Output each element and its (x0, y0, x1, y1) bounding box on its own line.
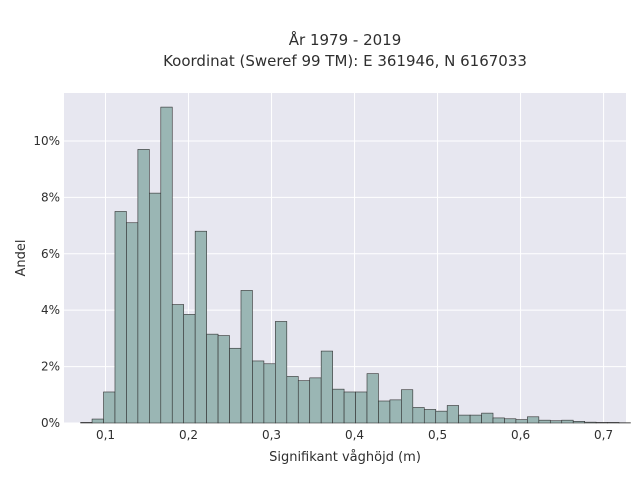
histogram-bar (332, 388, 345, 424)
histogram-bar (572, 421, 585, 424)
histogram-bar (183, 314, 196, 424)
histogram-bar (91, 418, 104, 424)
histogram-bar (527, 416, 540, 424)
histogram-bar (355, 391, 368, 424)
histogram-bar (137, 149, 150, 424)
histogram-bar (435, 410, 448, 424)
histogram-bar (240, 290, 253, 424)
histogram-bar (504, 418, 517, 424)
histogram-bar (252, 360, 265, 424)
histogram-bar (149, 192, 162, 424)
histogram-bar (492, 417, 505, 424)
histogram-bar (80, 422, 93, 424)
x-tick-label: 0,1 (96, 428, 115, 442)
histogram-bar (412, 407, 425, 424)
histogram-bar (217, 335, 230, 424)
histogram-bar (263, 363, 276, 424)
histogram-bar (378, 400, 391, 424)
x-tick-label: 0,7 (594, 428, 613, 442)
x-tick-label: 0,4 (345, 428, 364, 442)
chart-title-line2: Koordinat (Sweref 99 TM): E 361946, N 61… (163, 52, 527, 70)
histogram-bar (401, 389, 414, 424)
x-tick-label: 0,2 (179, 428, 198, 442)
histogram-bar (561, 419, 574, 424)
histogram-bar (549, 420, 563, 424)
x-axis-label: Signifikant våghöjd (m) (269, 450, 421, 465)
histogram-bar (297, 380, 311, 424)
histogram-bar (160, 106, 173, 424)
y-tick-label: 4% (41, 303, 60, 317)
histogram-bar (584, 421, 597, 424)
histogram-bar (286, 376, 299, 424)
histogram-bar (343, 391, 356, 424)
x-tick-label: 0,6 (511, 428, 530, 442)
histogram-bar (515, 419, 528, 424)
chart-title-line1: År 1979 - 2019 (289, 30, 402, 49)
histogram-bar (309, 377, 322, 424)
histogram-bar (194, 230, 207, 424)
x-tick-label: 0,5 (428, 428, 447, 442)
histogram-bar (423, 409, 437, 424)
x-tick-label: 0,3 (262, 428, 281, 442)
histogram-bar (103, 391, 116, 424)
histogram-bar (458, 414, 471, 424)
histogram-bar (114, 211, 127, 424)
y-tick-label: 6% (41, 247, 60, 261)
x-axis-ticks: 0,1 0,2 0,3 0,4 0,5 0,6 0,7 (96, 428, 613, 442)
histogram-bar (206, 333, 219, 424)
histogram-bars (80, 106, 631, 424)
histogram-bar (320, 350, 333, 424)
y-tick-label: 0% (41, 416, 60, 430)
y-tick-label: 8% (41, 190, 60, 204)
histogram-bar (481, 412, 494, 424)
y-tick-label: 10% (33, 134, 60, 148)
histogram-bar (469, 414, 482, 424)
histogram-bar (229, 347, 242, 424)
histogram-bar (366, 373, 379, 424)
histogram-bar (538, 419, 551, 424)
histogram-bar (275, 321, 288, 424)
histogram-bar (607, 422, 620, 424)
histogram-bar (446, 405, 459, 424)
histogram-bar (389, 399, 402, 424)
y-tick-label: 2% (41, 360, 60, 374)
histogram-bar (126, 222, 139, 424)
y-axis-ticks: 0% 2% 4% 6% 8% 10% (33, 134, 60, 430)
y-axis-label: Andel (14, 240, 29, 277)
histogram-bar (595, 422, 608, 424)
histogram-bar (171, 304, 185, 424)
